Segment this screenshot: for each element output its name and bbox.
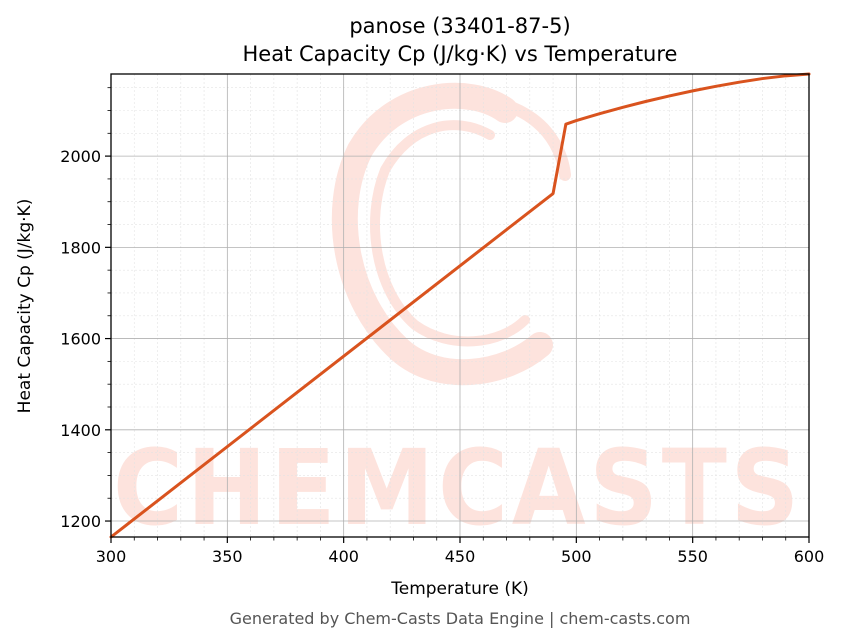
x-tick-label: 550: [677, 547, 708, 566]
x-tick-label: 600: [794, 547, 825, 566]
x-tick-label: 450: [445, 547, 476, 566]
watermark-text: CHEMCASTS: [113, 427, 803, 549]
y-axis-label: Heat Capacity Cp (J/kg·K): [15, 199, 35, 414]
x-axis-label: Temperature (K): [390, 579, 529, 599]
series-layer: [109, 72, 811, 539]
y-tick-label: 1200: [60, 512, 101, 531]
x-tick-label: 300: [96, 547, 127, 566]
chart-subtitle: Heat Capacity Cp (J/kg·K) vs Temperature: [243, 42, 678, 66]
footer-credit: Generated by Chem-Casts Data Engine | ch…: [230, 609, 691, 628]
x-tick-label: 350: [212, 547, 243, 566]
y-tick-label: 1800: [60, 238, 101, 257]
series-line-cp: [109, 72, 811, 539]
y-tick-label: 2000: [60, 147, 101, 166]
x-tick-label: 400: [328, 547, 359, 566]
y-tick-label: 1600: [60, 330, 101, 349]
watermark-swirl-logo: [331, 82, 571, 386]
y-tick-label: 1400: [60, 421, 101, 440]
x-tick-label: 500: [561, 547, 592, 566]
chart-title: panose (33401-87-5): [349, 14, 570, 38]
ticks: 300 350 400 450 500 550 600 1200 1400 1600 1800 200…: [60, 87, 825, 566]
